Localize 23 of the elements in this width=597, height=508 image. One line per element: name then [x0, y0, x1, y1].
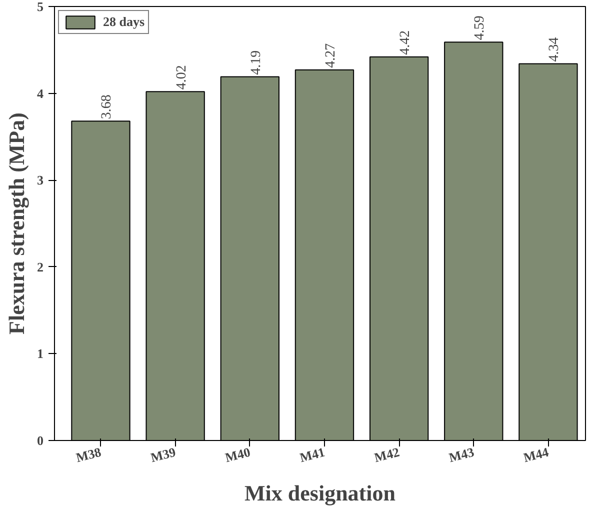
y-tick-label: 1	[37, 346, 44, 362]
data-label: 4.42	[398, 30, 414, 55]
data-label: 4.27	[323, 43, 338, 68]
data-label: 4.59	[472, 16, 488, 40]
y-axis-title: Flexura strength (MPa)	[4, 112, 29, 334]
x-tick-label: M38	[74, 444, 104, 466]
x-tick-label: M39	[148, 444, 178, 466]
y-tick-label: 3	[37, 172, 44, 188]
x-tick-label: M44	[522, 444, 551, 466]
y-tick-label: 4	[37, 86, 44, 101]
x-tick-label: M42	[372, 444, 401, 466]
y-tick-label: 2	[37, 259, 44, 274]
y-tick-label: 5	[37, 0, 44, 14]
legend-label: 28 days	[103, 14, 145, 30]
data-label: 3.68	[100, 94, 115, 120]
data-label: 4.02	[174, 65, 190, 90]
x-tick-label: M40	[224, 444, 252, 466]
y-tick-label: 0	[37, 433, 44, 448]
x-tick-label: M43	[447, 444, 476, 466]
data-label: 4.34	[547, 37, 562, 62]
x-axis-title: Mix designation	[244, 480, 396, 506]
x-tick-label: M41	[298, 444, 326, 466]
data-label: 4.19	[248, 50, 264, 75]
